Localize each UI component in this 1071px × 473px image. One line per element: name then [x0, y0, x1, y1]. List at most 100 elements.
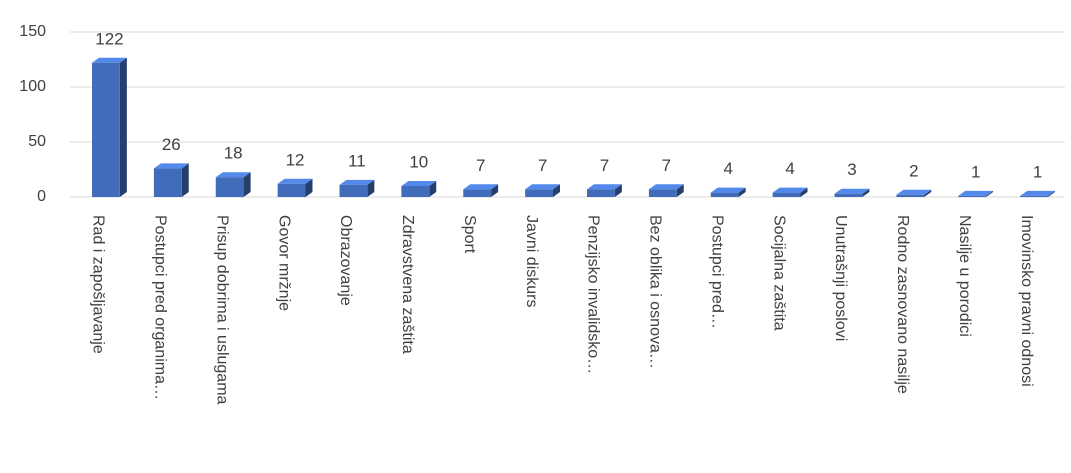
bar-side [614, 184, 622, 197]
bar-top [153, 163, 189, 169]
bar [587, 184, 622, 197]
data-label: 1 [1033, 162, 1042, 181]
y-tick-label: 150 [19, 23, 46, 40]
bar-front [401, 186, 430, 197]
bar-side [552, 184, 560, 197]
bar-front [896, 194, 925, 197]
bar-front [525, 189, 553, 197]
bar-top [525, 184, 560, 190]
bar [958, 190, 994, 197]
x-tick-label: Unutrašnji poslovi [832, 215, 849, 341]
y-tick-label: 0 [37, 188, 46, 205]
bar-top [587, 184, 622, 190]
bar [401, 181, 437, 197]
bar-front [834, 193, 863, 197]
x-tick-label: Prisup dobrima i uslugama [213, 215, 230, 405]
x-tick-label: Imovinsko pravni odnosi [1018, 215, 1035, 387]
bar-top [958, 190, 994, 196]
x-tick-label: Javni diskurs [523, 215, 540, 307]
data-label: 7 [600, 156, 609, 175]
bar-top [772, 187, 808, 193]
bar-front [92, 62, 120, 197]
bar [710, 187, 746, 197]
bar [277, 178, 313, 197]
data-label: 2 [909, 161, 918, 180]
bar [463, 184, 499, 197]
bar-side [429, 181, 437, 197]
bar-top [401, 181, 437, 186]
bar-side [676, 184, 684, 197]
bar-top [463, 184, 499, 190]
bar-front [339, 184, 368, 197]
x-tick-label: Penzijsko invalidsko… [585, 215, 602, 374]
bar [339, 179, 375, 197]
data-label: 7 [538, 156, 547, 175]
data-label: 7 [662, 156, 671, 175]
bar-front [153, 168, 182, 197]
x-tick-label: Govor mržnje [275, 215, 292, 311]
data-label: 1 [971, 162, 980, 181]
bar-front [587, 189, 615, 197]
bar [153, 163, 189, 197]
x-tick-label: Postupci pred organima… [152, 215, 169, 400]
x-tick-label: Obrazovanje [337, 215, 354, 306]
data-label: 4 [723, 159, 732, 178]
y-tick-label: 100 [19, 78, 46, 95]
x-tick-label: Zdravstvena zaštita [399, 215, 416, 354]
bar-front [277, 183, 306, 197]
bar [92, 57, 127, 197]
bar-side [800, 187, 808, 197]
data-label: 122 [95, 29, 123, 48]
bar-top [92, 57, 127, 63]
bar-front [772, 192, 801, 197]
data-label: 18 [224, 144, 243, 163]
bar-side [119, 57, 127, 197]
bar-side [1047, 190, 1055, 197]
bar [896, 189, 932, 197]
bar-top [834, 188, 870, 194]
data-label: 26 [162, 135, 181, 154]
bar-side [738, 187, 746, 197]
bar-top [277, 178, 313, 184]
bar [772, 187, 808, 197]
bar-side [243, 172, 251, 197]
bar-side [491, 184, 499, 197]
bar-top [1020, 190, 1055, 196]
x-tick-label: Postupci pred… [708, 215, 725, 329]
x-tick-label: Nasilje u porodici [956, 215, 973, 337]
bar-front [958, 195, 987, 197]
bar-front [1020, 195, 1048, 197]
bar [648, 184, 684, 197]
bar-side [367, 179, 375, 197]
bar-top [896, 189, 932, 195]
data-label: 4 [785, 159, 794, 178]
bar-front [710, 192, 739, 197]
bar-top [339, 179, 375, 185]
bar [1020, 190, 1055, 197]
bar [525, 184, 560, 197]
bar-top [710, 187, 746, 193]
data-label: 10 [409, 152, 428, 171]
y-tick-label: 50 [28, 133, 46, 150]
x-tick-label: Sport [461, 215, 478, 254]
bar-top [648, 184, 684, 190]
bar-side [924, 189, 932, 197]
bar [215, 172, 251, 197]
x-tick-label: Socijalna zaštita [770, 215, 787, 331]
x-tick-label: Rad i zapošljavanje [90, 215, 107, 354]
x-tick-label: Rodno zasnovano nasilje [894, 215, 911, 394]
bar [834, 188, 870, 197]
bar-front [648, 189, 677, 197]
bar-front [215, 177, 244, 197]
data-label: 3 [847, 160, 856, 179]
bar-side [181, 163, 189, 197]
bar-front [463, 189, 492, 197]
x-tick-label: Bez oblika i osnova… [647, 215, 664, 369]
data-label: 11 [348, 151, 366, 170]
bar-side [862, 188, 870, 197]
bar-top [215, 172, 251, 178]
bar-side [986, 190, 994, 197]
data-label: 12 [286, 150, 305, 169]
data-label: 7 [476, 156, 485, 175]
